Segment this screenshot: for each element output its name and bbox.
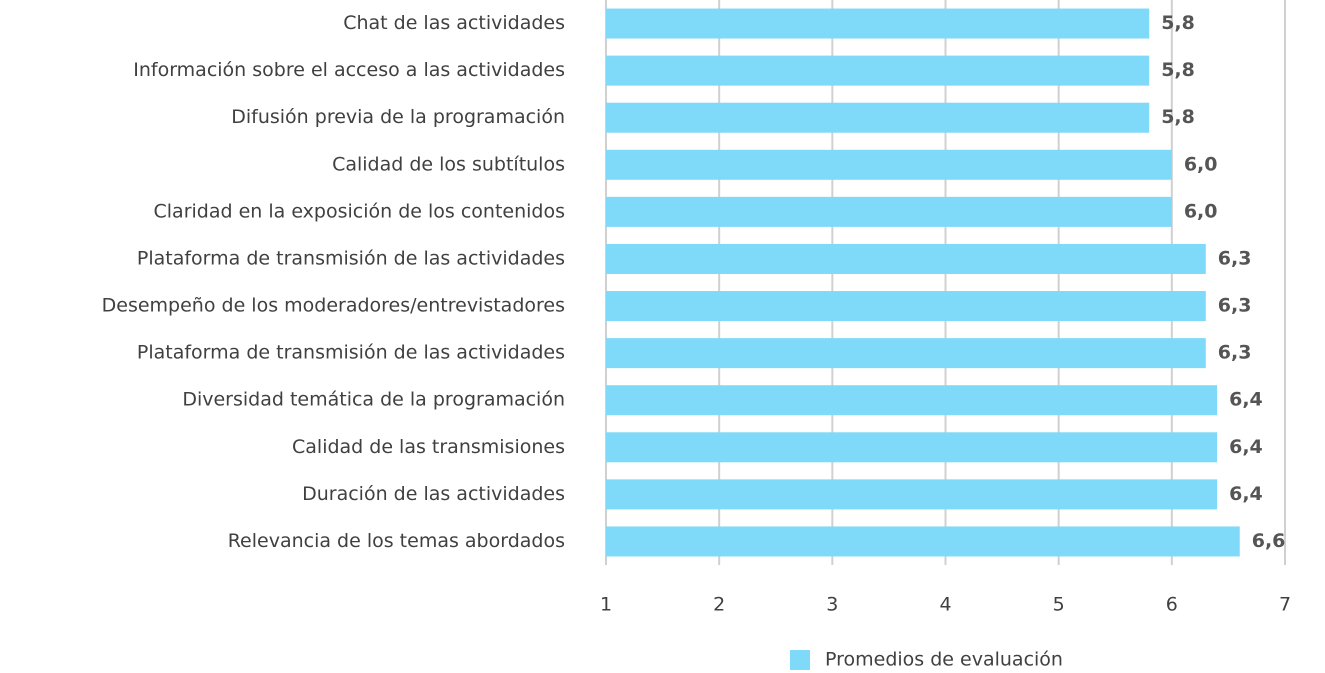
value-label: 5,8 [1161, 106, 1195, 128]
bar [606, 479, 1218, 510]
bar [606, 432, 1218, 463]
x-tick-label: 4 [939, 594, 951, 616]
category-label: Difusión previa de la programación [231, 106, 565, 128]
x-tick-label: 5 [1053, 594, 1065, 616]
category-label: Desempeño de los moderadores/entrevistad… [102, 295, 565, 317]
legend-swatch [790, 650, 810, 670]
value-label: 5,8 [1161, 59, 1195, 81]
category-label: Calidad de los subtítulos [332, 153, 565, 175]
x-tick-label: 2 [713, 594, 725, 616]
bar [606, 243, 1206, 274]
value-label: 6,4 [1229, 436, 1263, 458]
value-label: 6,0 [1184, 200, 1218, 222]
category-label: Calidad de las transmisiones [292, 436, 565, 458]
category-label: Claridad en la exposición de los conteni… [154, 200, 566, 222]
value-label: 6,4 [1229, 483, 1263, 505]
value-label: 6,4 [1229, 389, 1263, 411]
category-label: Plataforma de transmisión de las activid… [137, 247, 565, 269]
bar [606, 338, 1206, 369]
category-label: Duración de las actividades [302, 483, 565, 505]
category-label: Diversidad temática de la programación [182, 389, 565, 411]
category-label: Información sobre el acceso a las activi… [133, 59, 565, 81]
x-tick-label: 6 [1166, 594, 1178, 616]
bar [606, 55, 1150, 86]
value-label: 6,6 [1252, 530, 1286, 552]
value-label: 6,3 [1218, 247, 1252, 269]
x-tick-label: 7 [1279, 594, 1291, 616]
bar [606, 196, 1172, 227]
x-tick-label: 3 [826, 594, 838, 616]
bar [606, 149, 1172, 180]
category-label: Chat de las actividades [343, 12, 565, 34]
bar [606, 385, 1218, 416]
legend-label: Promedios de evaluación [825, 649, 1063, 671]
value-label: 5,8 [1161, 12, 1195, 34]
value-label: 6,3 [1218, 342, 1252, 364]
bar [606, 102, 1150, 133]
x-tick-label: 1 [600, 594, 612, 616]
bar [606, 8, 1150, 39]
bar [606, 526, 1240, 557]
category-label: Relevancia de los temas abordados [228, 530, 565, 552]
category-label: Plataforma de transmisión de las activid… [137, 342, 565, 364]
value-label: 6,0 [1184, 153, 1218, 175]
bar [606, 291, 1206, 322]
value-label: 6,3 [1218, 295, 1252, 317]
